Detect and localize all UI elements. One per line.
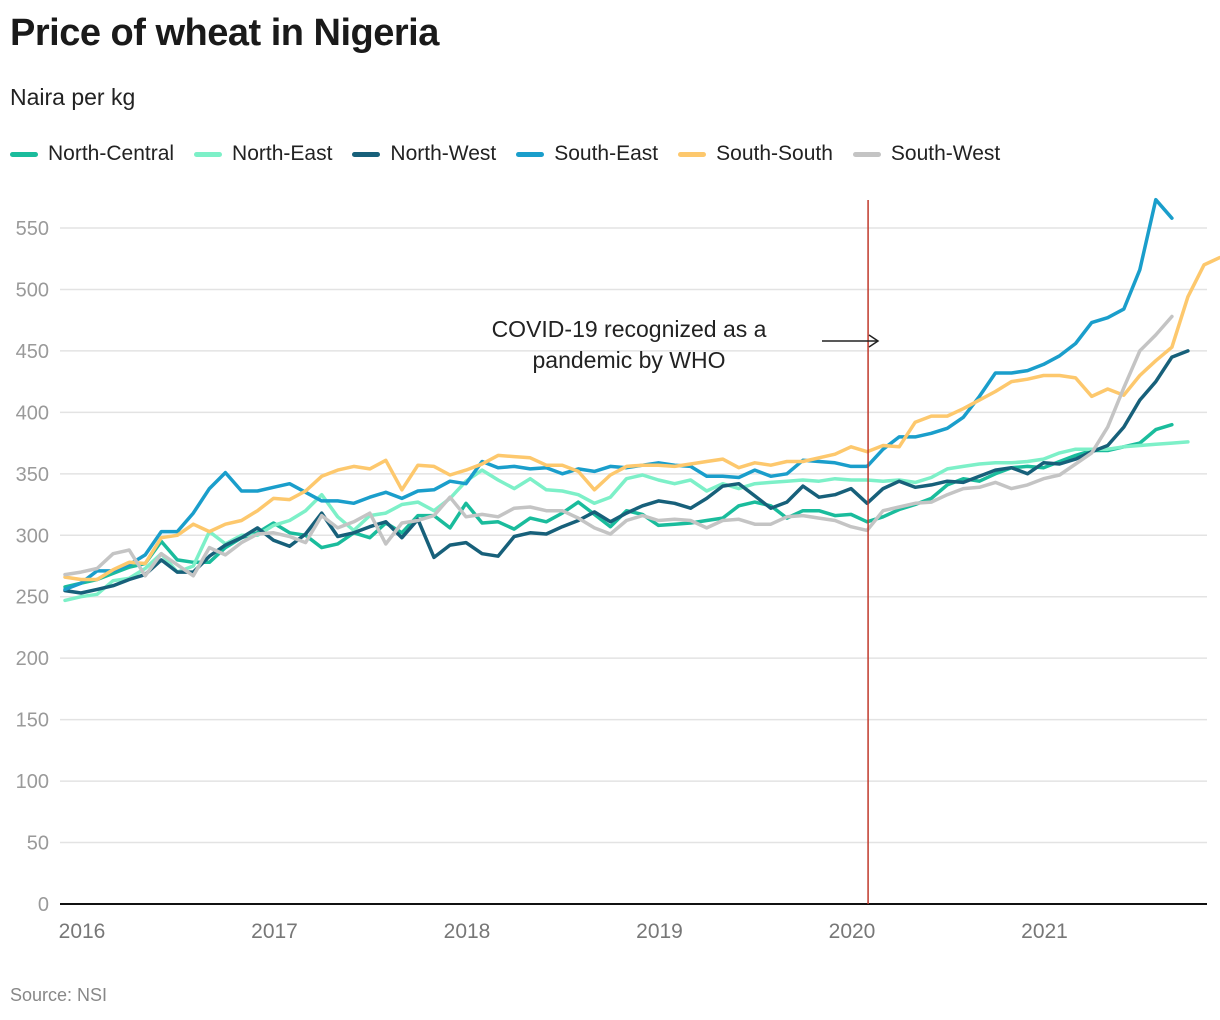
- legend-swatch: [852, 151, 881, 157]
- y-tick-label: 250: [16, 587, 49, 609]
- legend-item-south-south[interactable]: South-South: [678, 142, 833, 166]
- chart-title: Price of wheat in Nigeria: [10, 12, 439, 54]
- series-line-north-west: [63, 349, 1190, 595]
- x-tick-label: 2021: [1021, 920, 1068, 943]
- legend-label: North-East: [232, 142, 333, 165]
- legend-item-north-west[interactable]: North-West: [352, 142, 496, 166]
- legend: North-Central North-East North-West Sout…: [10, 142, 1020, 166]
- y-tick-label: 350: [16, 464, 49, 486]
- legend-label: South-East: [554, 142, 659, 165]
- x-tick-label: 2018: [444, 920, 491, 943]
- y-tick-label: 200: [16, 648, 49, 670]
- series-line-north-central: [63, 422, 1174, 589]
- legend-label: North-West: [390, 142, 497, 165]
- annotation-arrow-head: [868, 334, 880, 348]
- series-lines: [63, 197, 1220, 603]
- legend-swatch: [194, 151, 223, 157]
- x-axis-ticks: 2016 2017 2018 2019 2020 2021: [59, 920, 1068, 943]
- legend-label: South-South: [716, 142, 833, 165]
- y-tick-label: 100: [16, 771, 49, 793]
- legend-item-north-central[interactable]: North-Central: [10, 142, 174, 166]
- annotation-text-line1: COVID-19 recognized as a: [492, 316, 767, 342]
- legend-item-south-east[interactable]: South-East: [516, 142, 658, 166]
- y-tick-label: 450: [16, 341, 49, 363]
- x-tick-label: 2017: [251, 920, 298, 943]
- y-axis-ticks: 0 50 100 150 200 250 300 350 400 450 500 550: [16, 218, 49, 916]
- x-tick-label: 2019: [636, 920, 683, 943]
- y-tick-label: 400: [16, 402, 49, 424]
- x-tick-label: 2020: [829, 920, 876, 943]
- y-tick-label: 500: [16, 279, 49, 301]
- y-tick-label: 0: [38, 894, 49, 916]
- y-tick-label: 150: [16, 710, 49, 732]
- legend-swatch: [10, 151, 38, 157]
- y-tick-label: 50: [27, 833, 49, 855]
- legend-label: South-West: [890, 142, 1001, 165]
- legend-label: North-Central: [48, 142, 175, 165]
- y-tick-label: 300: [16, 525, 49, 547]
- annotation-text-line2: pandemic by WHO: [532, 347, 725, 373]
- series-line-south-east: [63, 197, 1174, 592]
- chart-subtitle: Naira per kg: [10, 84, 136, 110]
- x-tick-label: 2016: [59, 920, 106, 943]
- annotation: COVID-19 recognized as a pandemic by WHO: [492, 200, 880, 904]
- legend-swatch: [516, 151, 545, 157]
- source-note: Source: NSI: [10, 985, 108, 1005]
- legend-item-north-east[interactable]: North-East: [194, 142, 332, 166]
- series-line-south-south: [63, 255, 1220, 582]
- legend-item-south-west[interactable]: South-West: [852, 142, 1001, 166]
- y-tick-label: 550: [16, 218, 49, 240]
- legend-swatch: [352, 151, 381, 157]
- legend-swatch: [678, 151, 707, 157]
- series-line-south-west: [63, 314, 1174, 578]
